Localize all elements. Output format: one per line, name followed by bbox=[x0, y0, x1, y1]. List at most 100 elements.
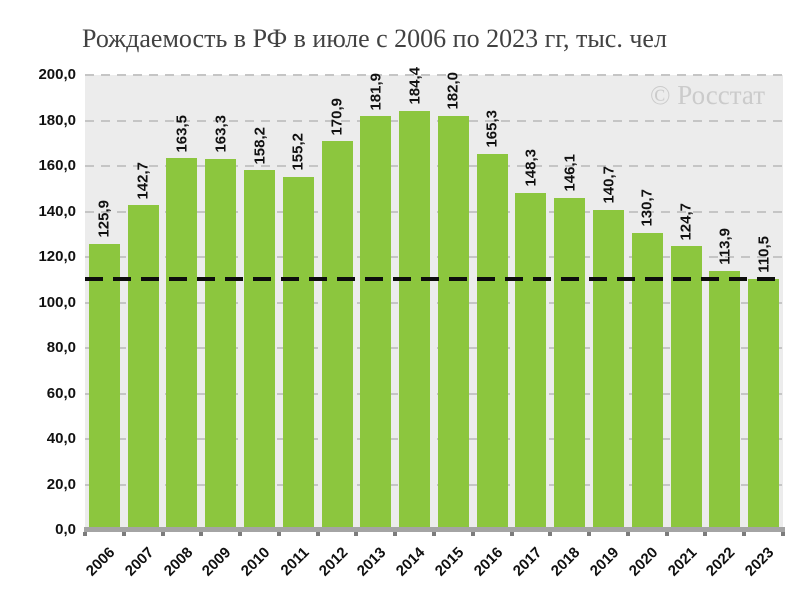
gridline bbox=[85, 210, 783, 213]
bar-value-label: 163,5 bbox=[173, 114, 191, 153]
x-tick-label: 2008 bbox=[160, 544, 196, 580]
x-axis-tick bbox=[781, 532, 785, 536]
bar-value-label: 142,7 bbox=[134, 161, 152, 200]
x-axis-tick bbox=[238, 532, 243, 536]
bar-2017: 148,3 bbox=[515, 149, 547, 530]
bar-value-label: 140,7 bbox=[600, 166, 617, 204]
gridline bbox=[85, 74, 783, 76]
bar-value-label: 148,3 bbox=[522, 149, 540, 187]
x-tick-label: 2020 bbox=[625, 544, 662, 580]
bar-value-label: 182,0 bbox=[444, 72, 462, 110]
bar-value-label: 155,2 bbox=[289, 133, 307, 171]
x-axis-tick bbox=[121, 532, 126, 536]
x-tick-label: 2015 bbox=[431, 544, 468, 580]
y-tick-label: 100,0 bbox=[38, 293, 76, 311]
bar-2016: 165,3 bbox=[476, 110, 508, 530]
bar-value-label: 170,9 bbox=[328, 97, 346, 136]
x-tick-label: 2011 bbox=[277, 544, 313, 580]
y-tick-label: 20,0 bbox=[46, 475, 76, 493]
x-axis-tick bbox=[199, 532, 204, 536]
bar-value-label: 184,4 bbox=[406, 66, 424, 105]
x-axis-tick bbox=[625, 532, 630, 536]
x-axis-tick bbox=[354, 532, 359, 536]
y-tick-label: 40,0 bbox=[46, 430, 76, 447]
bar-value-label: 163,3 bbox=[212, 114, 230, 153]
gridline bbox=[85, 301, 783, 304]
bar-value-label: 125,9 bbox=[95, 200, 113, 238]
x-axis-tick bbox=[509, 532, 514, 536]
x-axis-tick bbox=[664, 532, 669, 536]
x-axis-tick bbox=[742, 532, 747, 536]
x-tick-label: 2009 bbox=[199, 544, 235, 580]
y-tick-label: 120,0 bbox=[38, 248, 76, 265]
x-tick-label: 2018 bbox=[548, 544, 584, 580]
bar-value-label: 181,9 bbox=[367, 72, 385, 111]
gridline bbox=[85, 347, 783, 349]
x-tick-label: 2007 bbox=[121, 544, 158, 580]
bar-2022: 113,9 bbox=[709, 228, 741, 530]
bar-2021: 124,7 bbox=[670, 203, 702, 530]
y-tick-label: 140,0 bbox=[38, 202, 76, 220]
bar-2012: 170,9 bbox=[321, 98, 353, 530]
chart-title: Рождаемость в РФ в июле с 2006 по 2023 г… bbox=[82, 24, 667, 53]
x-axis-tick bbox=[587, 532, 592, 536]
gridline bbox=[85, 438, 783, 440]
x-tick-label: 2010 bbox=[237, 544, 274, 580]
x-axis-tick bbox=[548, 532, 553, 536]
bar-value-label: 130,7 bbox=[638, 189, 656, 227]
bar-value-label: 146,1 bbox=[561, 154, 579, 192]
reference-line bbox=[85, 276, 783, 281]
bar-value-label: 113,9 bbox=[716, 228, 734, 265]
bar-2015: 182,0 bbox=[437, 72, 469, 530]
bar-2010: 158,2 bbox=[244, 127, 275, 530]
y-tick-label: 0,0 bbox=[55, 521, 76, 538]
bar-value-label: 110,5 bbox=[755, 235, 773, 273]
x-tick-label: 2021 bbox=[664, 544, 701, 580]
bar-2007: 142,7 bbox=[127, 162, 159, 530]
x-axis-tick bbox=[470, 532, 475, 536]
gridline bbox=[85, 119, 783, 122]
rosstat-watermark: © Росстат bbox=[650, 80, 765, 110]
x-axis-tick bbox=[703, 532, 708, 536]
bar-2023: 110,5 bbox=[748, 236, 780, 530]
y-tick-label: 160,0 bbox=[38, 157, 76, 174]
gridline bbox=[85, 392, 783, 395]
gridline bbox=[85, 483, 783, 486]
x-axis-line bbox=[84, 527, 785, 532]
bar-value-label: 165,3 bbox=[483, 110, 501, 148]
x-tick-label: 2023 bbox=[742, 544, 778, 580]
bar-2011: 155,2 bbox=[282, 133, 314, 530]
x-tick-label: 2006 bbox=[82, 544, 119, 580]
bar-2018: 146,1 bbox=[554, 154, 586, 530]
bar-2013: 181,9 bbox=[360, 73, 392, 530]
y-tick-label: 200,0 bbox=[38, 66, 76, 83]
x-tick-label: 2014 bbox=[393, 544, 429, 580]
x-tick-label: 2017 bbox=[509, 544, 545, 580]
bar-value-label: 158,2 bbox=[251, 126, 268, 165]
bar-2008: 163,5 bbox=[166, 115, 198, 530]
plot-area: 125,9 142,7 163,5 163,3 158,2 155,2 170,9 181,9… bbox=[83, 67, 785, 536]
x-tick-label: 2016 bbox=[470, 544, 507, 580]
x-tick-label: 2022 bbox=[703, 544, 739, 580]
x-axis-tick bbox=[393, 532, 398, 536]
x-tick-label: 2013 bbox=[354, 544, 390, 580]
bar-2006: 125,9 bbox=[88, 200, 120, 530]
bar-value-label: 124,7 bbox=[677, 202, 695, 241]
bar-2020: 130,7 bbox=[631, 189, 663, 530]
x-tick-label: 2019 bbox=[586, 544, 623, 580]
x-axis-tick bbox=[276, 532, 281, 536]
x-tick-label: 2012 bbox=[315, 544, 352, 580]
x-axis-tick bbox=[160, 532, 165, 536]
y-tick-label: 80,0 bbox=[46, 339, 76, 356]
x-axis-tick bbox=[83, 532, 87, 536]
gridline bbox=[85, 165, 783, 167]
bar-2009: 163,3 bbox=[205, 115, 237, 530]
y-tick-label: 180,0 bbox=[38, 111, 76, 129]
bar-2014: 184,4 bbox=[399, 67, 431, 530]
x-axis-tick bbox=[432, 532, 436, 536]
x-axis-tick bbox=[315, 532, 320, 536]
gridline bbox=[85, 256, 783, 258]
y-tick-label: 60,0 bbox=[46, 384, 76, 402]
bar-2019: 140,7 bbox=[593, 166, 624, 530]
